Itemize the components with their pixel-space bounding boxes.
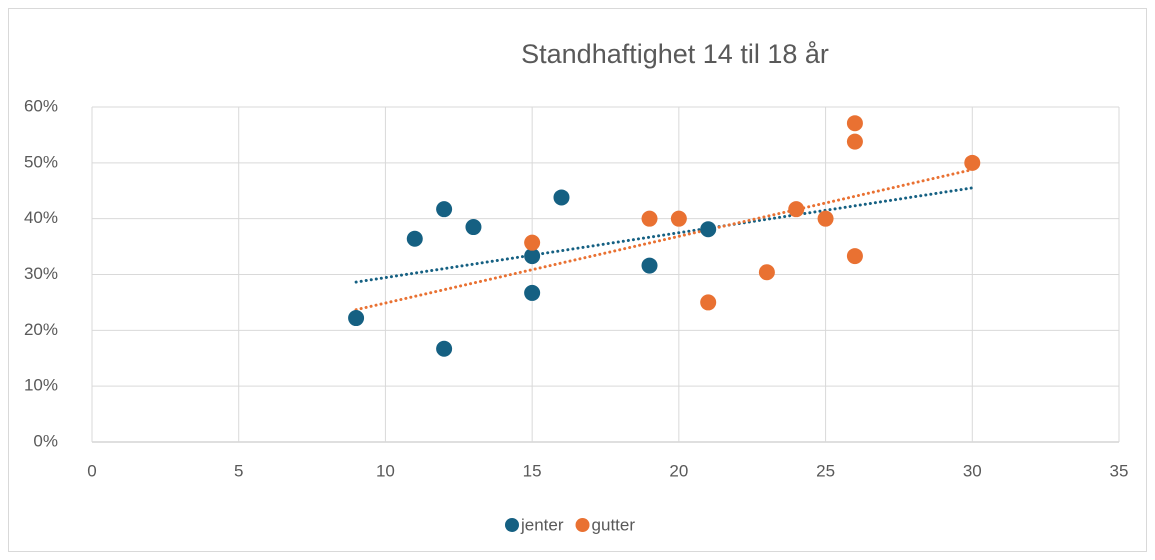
point (641, 257, 658, 274)
point (436, 201, 453, 218)
point (817, 210, 834, 227)
point (964, 154, 981, 171)
chart-title: Standhaftighet 14 til 18 år (521, 39, 829, 69)
point (700, 294, 717, 311)
legend-marker (505, 518, 519, 532)
point (348, 310, 365, 327)
chart-border (8, 8, 1147, 552)
legend-label: jenter (520, 515, 564, 534)
point (700, 221, 717, 238)
x-tick-label: 20 (669, 461, 688, 480)
x-tick-label: 35 (1110, 461, 1129, 480)
legend-marker (575, 518, 590, 532)
point (670, 210, 687, 227)
x-tick-label: 5 (234, 461, 243, 480)
point (406, 230, 423, 247)
point (524, 234, 541, 251)
y-tick-label: 30% (24, 264, 58, 283)
point (846, 248, 863, 265)
y-tick-label: 60% (24, 96, 58, 115)
point (524, 248, 541, 265)
y-tick-label: 40% (24, 208, 58, 227)
x-tick-label: 10 (376, 461, 395, 480)
y-tick-label: 10% (24, 376, 58, 395)
y-tick-label: 50% (24, 152, 58, 171)
trendline (354, 186, 974, 284)
point (436, 340, 453, 357)
point (788, 201, 805, 218)
point (465, 219, 482, 236)
x-tick-label: 0 (87, 461, 96, 480)
trendline (354, 168, 974, 312)
point (846, 133, 863, 150)
y-tick-label: 0% (33, 431, 58, 450)
point (524, 284, 541, 301)
y-tick-label: 20% (24, 320, 58, 339)
point (553, 189, 570, 206)
x-tick-label: 25 (816, 461, 835, 480)
point (641, 210, 658, 227)
point (758, 264, 775, 281)
point (846, 115, 863, 132)
legend-label: gutter (592, 515, 636, 534)
x-tick-label: 30 (963, 461, 982, 480)
x-tick-label: 15 (523, 461, 542, 480)
